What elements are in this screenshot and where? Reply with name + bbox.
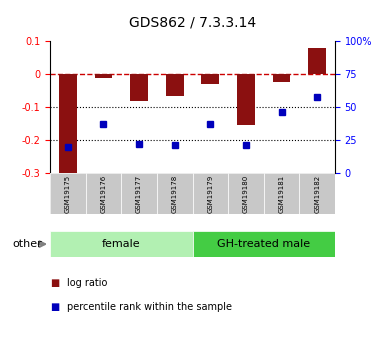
Text: GSM19179: GSM19179 xyxy=(207,175,213,213)
Text: percentile rank within the sample: percentile rank within the sample xyxy=(67,302,233,312)
Bar xyxy=(308,48,326,74)
Bar xyxy=(228,173,264,214)
Text: ■: ■ xyxy=(50,278,59,288)
Text: GSM19181: GSM19181 xyxy=(278,175,285,213)
Bar xyxy=(300,173,335,214)
Text: other: other xyxy=(13,239,42,249)
Text: ■: ■ xyxy=(50,302,59,312)
Bar xyxy=(264,173,300,214)
Bar xyxy=(201,74,219,84)
Bar xyxy=(50,173,85,214)
Bar xyxy=(50,231,192,257)
Text: GSM19176: GSM19176 xyxy=(100,175,107,213)
Bar xyxy=(157,173,192,214)
Bar xyxy=(273,74,290,82)
Text: GSM19180: GSM19180 xyxy=(243,175,249,213)
Text: GSM19178: GSM19178 xyxy=(172,175,178,213)
Bar xyxy=(85,173,121,214)
Bar xyxy=(166,74,184,96)
Text: GSM19182: GSM19182 xyxy=(314,175,320,213)
Bar xyxy=(130,74,148,100)
Text: GDS862 / 7.3.3.14: GDS862 / 7.3.3.14 xyxy=(129,16,256,29)
Bar xyxy=(192,231,335,257)
Text: GH-treated male: GH-treated male xyxy=(217,239,310,249)
Bar xyxy=(59,74,77,175)
Bar xyxy=(121,173,157,214)
Text: female: female xyxy=(102,239,141,249)
Text: log ratio: log ratio xyxy=(67,278,108,288)
Bar xyxy=(192,173,228,214)
Bar xyxy=(237,74,255,125)
Bar xyxy=(95,74,112,78)
Text: GSM19177: GSM19177 xyxy=(136,175,142,213)
Text: GSM19175: GSM19175 xyxy=(65,175,71,213)
